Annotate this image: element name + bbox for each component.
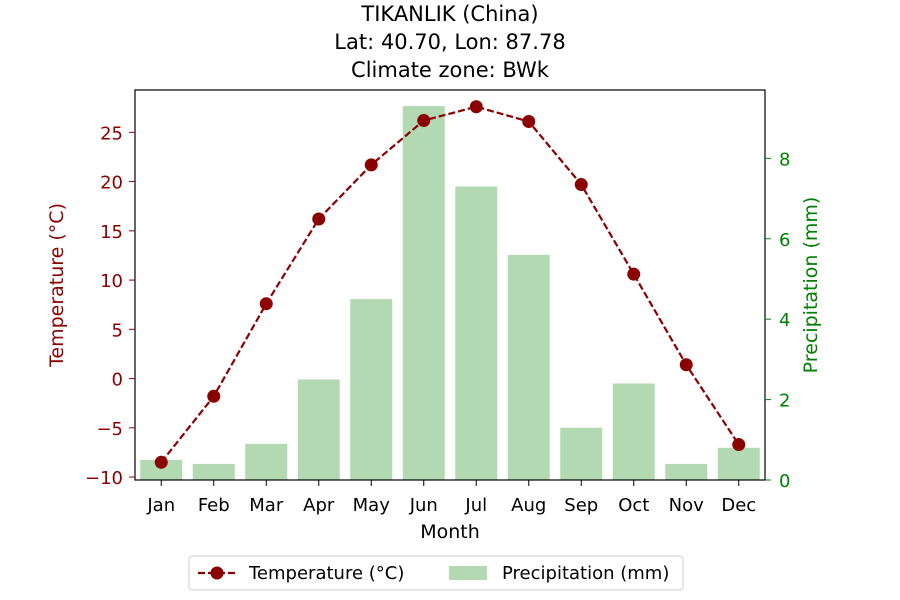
left-y-axis: −10 −5 0 5 10 15 20 25 [85,123,135,489]
precipitation-bar-may [350,299,393,480]
x-tick-label: Dec [721,495,756,516]
title-line-2: Lat: 40.70, Lon: 87.78 [334,30,565,54]
precipitation-bars [140,106,760,481]
temperature-point-jun [417,114,431,128]
legend-temperature-label: Temperature (°C) [248,563,404,584]
precipitation-bar-jul [455,186,498,481]
temperature-point-apr [312,212,326,226]
x-tick-label: Oct [618,495,649,516]
legend: Temperature (°C) Precipitation (mm) [188,555,684,591]
precipitation-bar-apr [297,379,340,480]
temperature-series [154,100,746,469]
x-tick-label: May [353,495,391,516]
x-tick-label: Sep [564,495,598,516]
right-y-axis: 0 2 4 6 8 [765,149,790,492]
right-y-axis-label: Precipitation (mm) [800,197,822,374]
legend-temperature-marker [210,566,224,580]
precipitation-bar-sep [560,427,603,480]
x-tick-label: Nov [669,495,704,516]
left-y-tick-label: 25 [100,123,123,144]
precipitation-bar-aug [507,254,550,480]
precipitation-bar-jan [140,459,183,480]
left-y-tick-label: 0 [112,370,123,391]
temperature-point-may [364,158,378,172]
x-tick-label: Feb [198,495,230,516]
precipitation-bar-feb [192,463,235,480]
right-y-tick-label: 4 [779,310,790,331]
precipitation-bar-oct [612,383,655,480]
left-y-tick-label: 20 [100,173,123,194]
plot-frame [134,89,766,481]
temperature-point-feb [207,389,221,403]
temperature-point-nov [679,358,693,372]
temperature-point-oct [627,267,641,281]
temperature-point-mar [259,297,273,311]
left-y-tick-label: 10 [100,271,123,292]
temperature-point-jan [154,455,168,469]
x-tick-label: Jun [409,495,438,516]
x-tick-label: Apr [303,495,335,516]
left-y-tick-label: −10 [85,468,123,489]
title-line-3: Climate zone: BWk [351,58,550,82]
x-tick-label: Jul [464,495,487,516]
chart-title: TIKANLIK (China) Lat: 40.70, Lon: 87.78 … [334,2,565,82]
left-y-tick-label: −5 [96,419,123,440]
legend-precipitation-label: Precipitation (mm) [502,563,669,584]
x-axis: Jan Feb Mar Apr May Jun Jul Aug Sep Oct Nov Dec [146,480,756,516]
legend-precipitation-swatch [449,566,487,580]
precipitation-bar-nov [665,463,708,480]
x-tick-label: Jan [146,495,175,516]
title-line-1: TIKANLIK (China) [360,2,538,26]
x-tick-label: Aug [511,495,546,516]
precipitation-bar-jun [402,106,445,480]
precipitation-bar-dec [717,447,760,480]
left-y-axis-label: Temperature (°C) [46,203,68,368]
temperature-point-dec [732,438,746,452]
precipitation-bar-mar [245,443,288,480]
right-y-tick-label: 8 [779,149,790,170]
x-axis-label: Month [420,521,480,543]
legend-box [188,555,684,591]
right-y-tick-label: 0 [779,471,790,492]
temperature-point-aug [522,115,536,129]
right-y-tick-label: 6 [779,230,790,251]
x-tick-label: Mar [249,495,284,516]
temperature-point-jul [469,100,483,114]
temperature-line [160,105,740,463]
left-y-tick-label: 15 [100,222,123,243]
right-y-tick-label: 2 [779,391,790,412]
temperature-point-sep [574,178,588,192]
left-y-tick-label: 5 [112,320,123,341]
